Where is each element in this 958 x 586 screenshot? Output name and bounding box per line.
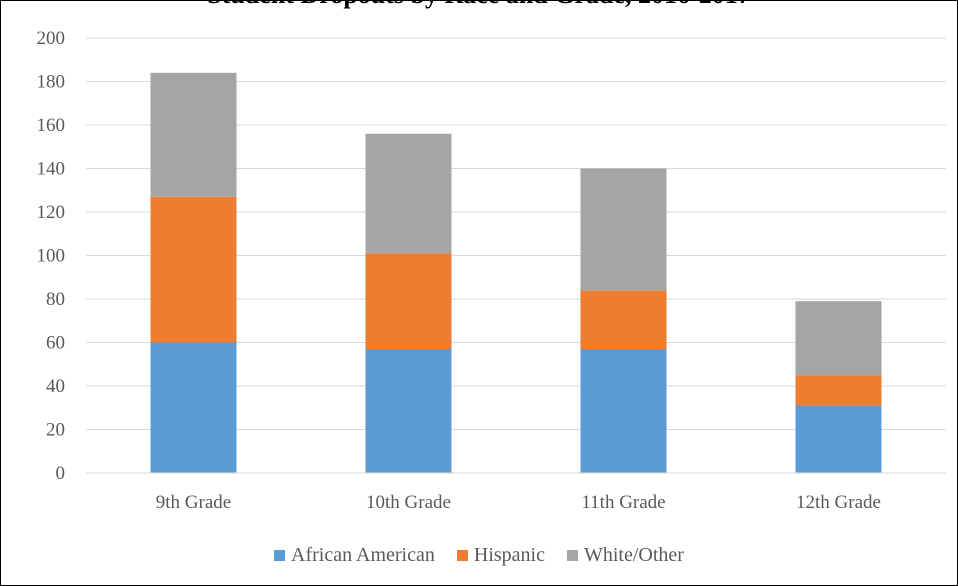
y-tick-label: 80 — [46, 289, 65, 310]
y-axis-ticks: 0 20 40 60 80 100 120 140 160 180 200 — [37, 28, 66, 484]
y-tick-label: 40 — [46, 376, 65, 397]
legend-swatch — [274, 549, 286, 561]
bar-segment-african-american-12th-grade — [795, 405, 882, 473]
y-tick-label: 100 — [37, 246, 66, 267]
x-category-label: 11th Grade — [581, 492, 665, 513]
y-tick-label: 60 — [46, 333, 65, 354]
x-category-label: 9th Grade — [156, 492, 231, 513]
bar-segment-african-american-10th-grade — [365, 349, 452, 473]
stacked-bar-chart: 0 20 40 60 80 100 120 140 160 180 200 9th Grade 10t… — [37, 28, 946, 513]
bar-segment-african-american-9th-grade — [150, 342, 237, 473]
bar-segment-hispanic-10th-grade — [365, 253, 452, 350]
legend-swatch — [566, 549, 578, 561]
bar-segment-hispanic-11th-grade — [580, 290, 667, 350]
bars — [86, 72, 946, 474]
y-tick-label: 0 — [56, 463, 66, 484]
y-tick-label: 160 — [37, 115, 66, 136]
bar-segment-hispanic-12th-grade — [795, 375, 882, 406]
legend-item: Hispanic — [456, 543, 545, 567]
y-tick-label: 120 — [37, 202, 66, 223]
y-tick-label: 180 — [37, 72, 66, 93]
bar-segment-hispanic-9th-grade — [150, 196, 237, 343]
bar-segment-white-other-11th-grade — [580, 168, 667, 291]
bar-segment-white-other-9th-grade — [150, 72, 237, 197]
legend-item: African American — [274, 544, 435, 567]
y-tick-label: 20 — [46, 420, 65, 441]
legend-label: Hispanic — [473, 543, 545, 566]
y-tick-label: 140 — [37, 159, 66, 180]
legend-label: African American — [291, 543, 435, 566]
bar-segment-african-american-11th-grade — [580, 349, 667, 473]
x-axis-categories: 9th Grade 10th Grade 11th Grade 12th Grade — [156, 492, 881, 513]
legend-label: White/Other — [583, 543, 684, 566]
legend-swatch — [456, 549, 468, 561]
legend-item: White/Other — [566, 543, 684, 567]
x-category-label: 12th Grade — [796, 492, 881, 513]
legend: African American Hispanic White/Other — [1, 541, 957, 569]
bar-segment-white-other-12th-grade — [795, 301, 882, 376]
x-category-label: 10th Grade — [366, 492, 451, 513]
y-tick-label: 200 — [37, 28, 66, 49]
bar-segment-white-other-10th-grade — [365, 133, 452, 254]
chart-title: Student Dropouts by Race and Grade, 2016… — [1, 1, 957, 9]
